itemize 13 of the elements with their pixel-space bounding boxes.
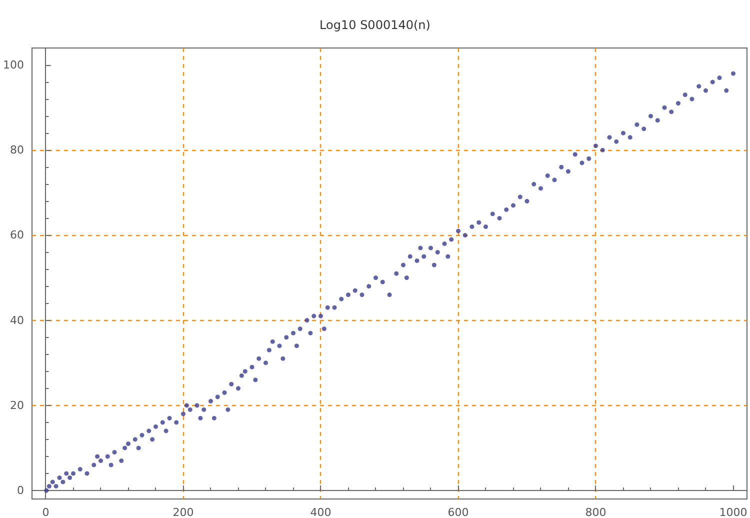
x-tick-label: 0 <box>42 506 50 518</box>
x-tick-label: 1000 <box>719 506 748 518</box>
x-tick-label: 400 <box>310 506 332 518</box>
x-tick-label: 600 <box>448 506 469 518</box>
y-tick-label: 0 <box>16 484 24 497</box>
chart-title: Log10 S000140(n) <box>320 18 430 32</box>
y-tick-label: 100 <box>2 58 24 72</box>
y-tick-label: 40 <box>10 314 24 327</box>
y-tick-label: 80 <box>10 144 24 157</box>
y-tick-label: 20 <box>10 398 24 412</box>
x-tick-label: 200 <box>172 506 194 518</box>
y-tick-label: 60 <box>10 228 24 242</box>
x-tick-label: 800 <box>585 506 606 518</box>
